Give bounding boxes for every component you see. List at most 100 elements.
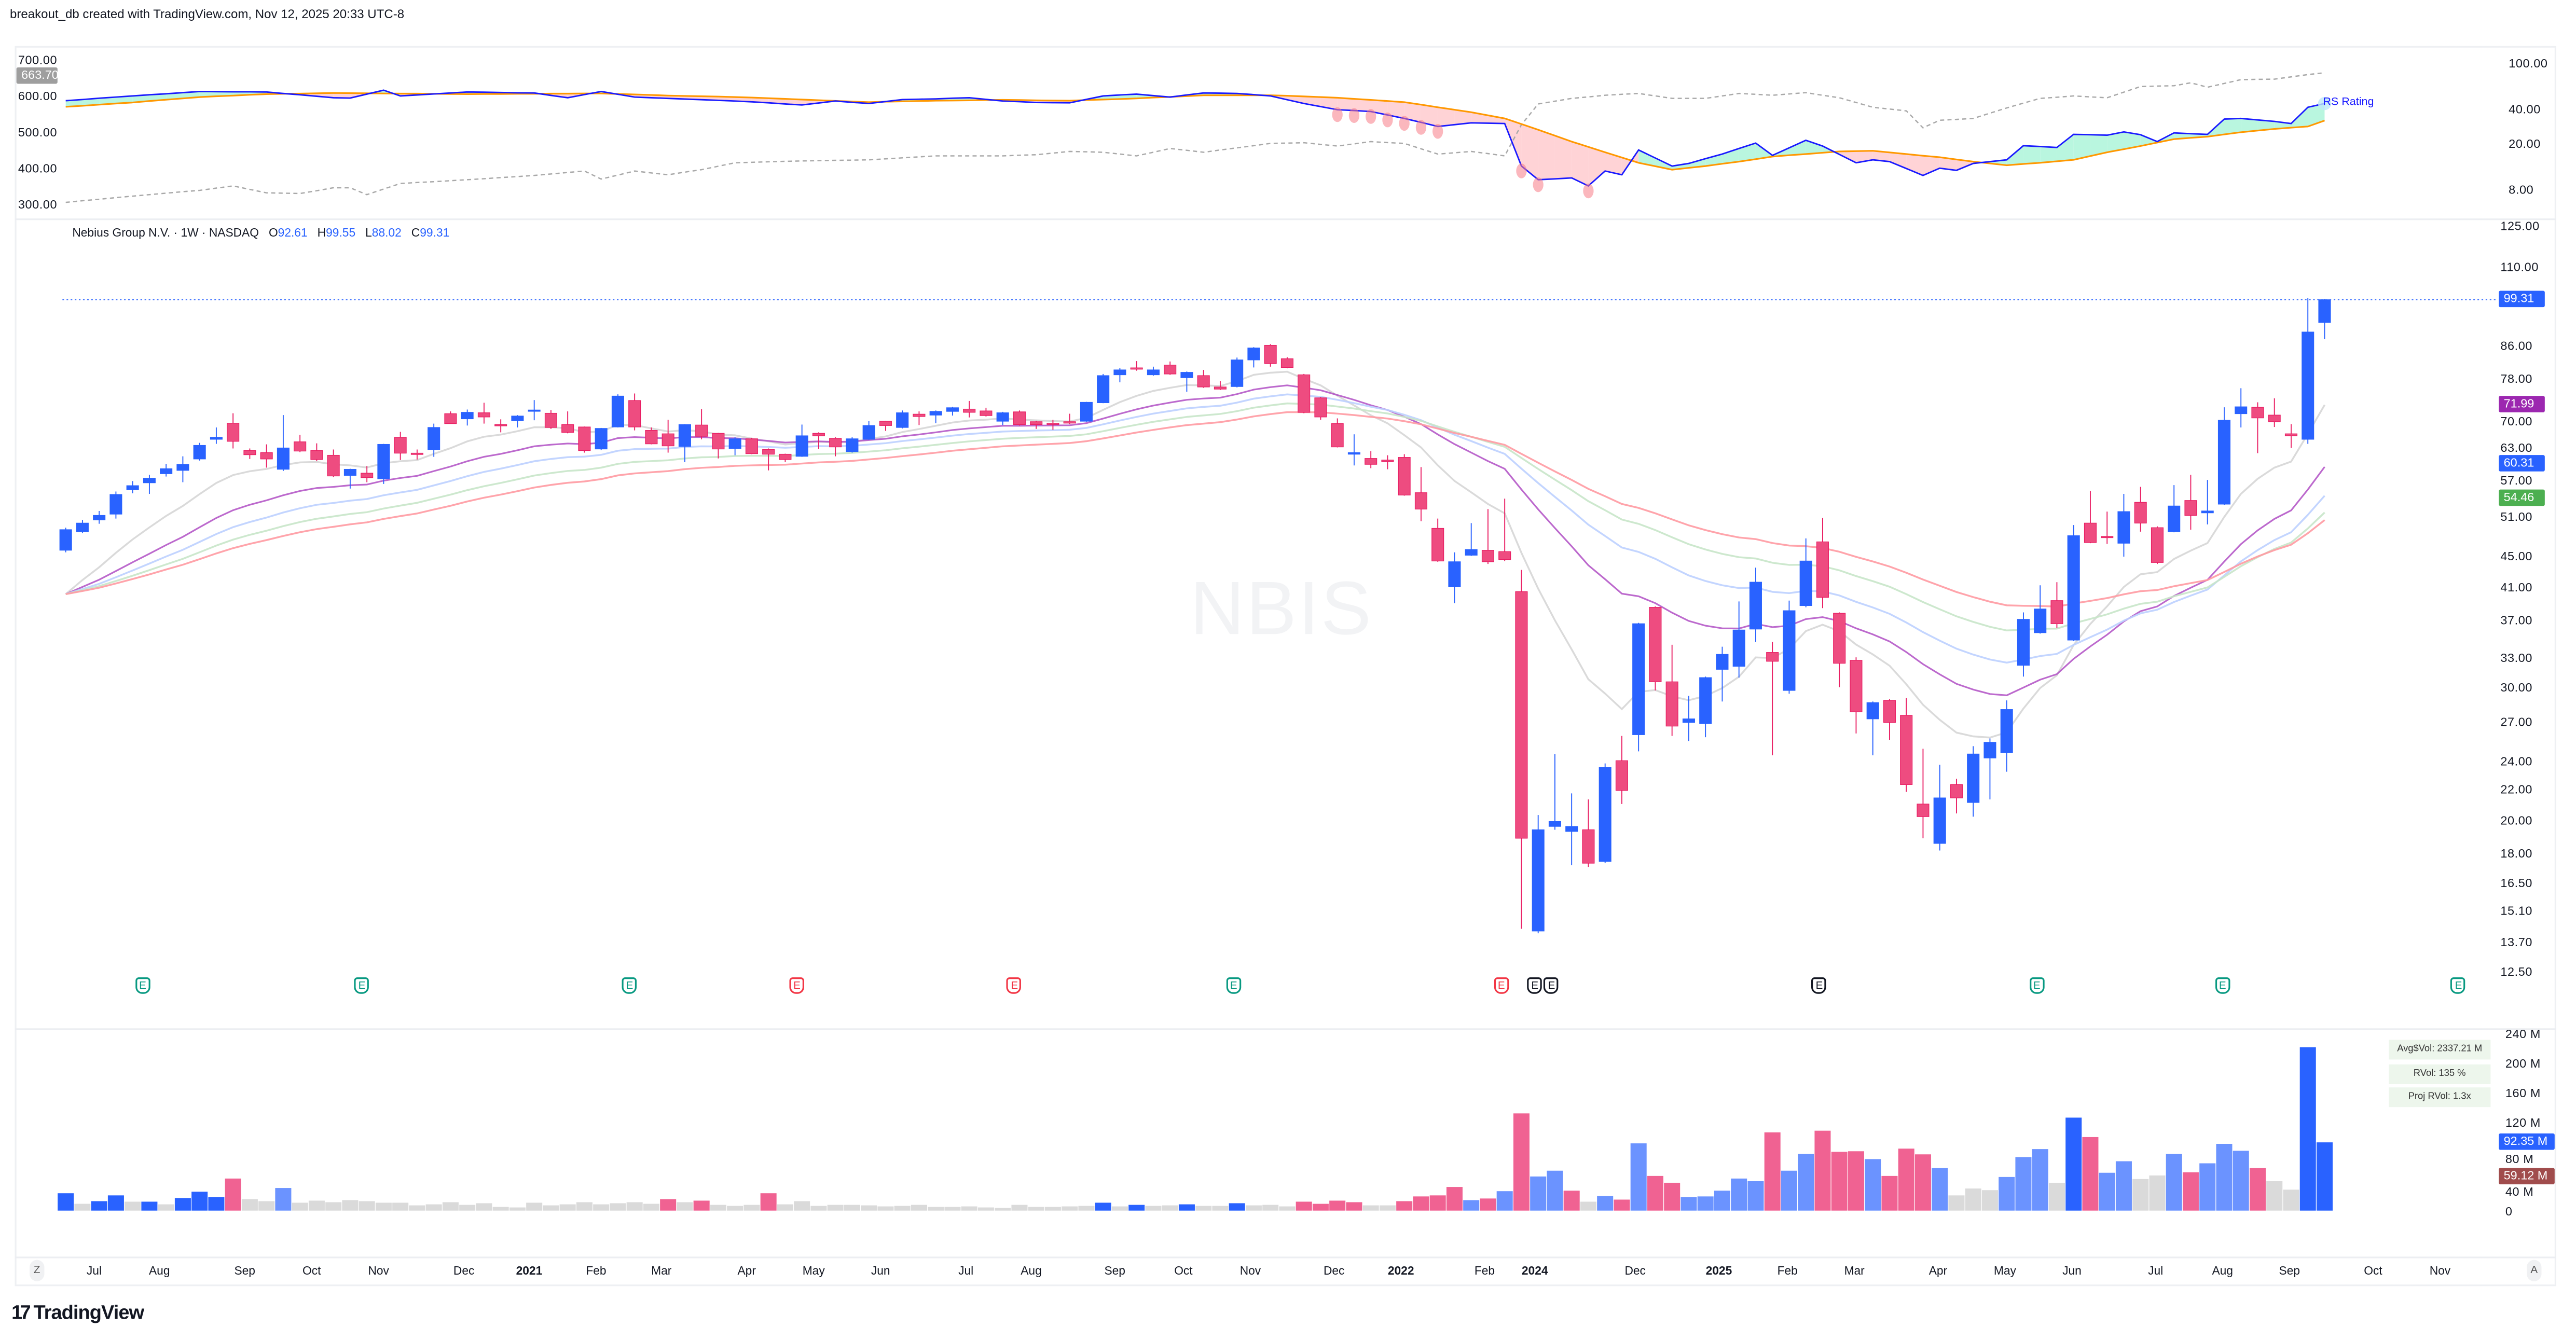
earnings-marker-beat[interactable]: E: [2451, 977, 2466, 994]
rs-right-axis-tick: 100.00: [2509, 55, 2548, 70]
time-axis-zoom-button[interactable]: Z: [29, 1260, 45, 1281]
candle: [494, 419, 507, 433]
candle-body: [1515, 591, 1528, 839]
volume-bar: [1229, 1203, 1245, 1211]
candle-body: [1448, 561, 1461, 587]
earnings-marker-beat[interactable]: E: [2215, 977, 2230, 994]
pane-divider-volume[interactable]: [15, 1028, 2556, 1030]
earnings-marker-miss[interactable]: E: [1494, 977, 1509, 994]
volume-bar: [1062, 1206, 1078, 1211]
time-axis-auto-button[interactable]: A: [2527, 1260, 2542, 1281]
rs-fill-below: [1605, 152, 1622, 175]
candle-body: [611, 395, 624, 427]
volume-bar: [1480, 1198, 1496, 1211]
time-axis-tick: Apr: [1928, 1263, 1948, 1278]
earnings-marker-beat[interactable]: E: [354, 977, 369, 994]
earnings-marker-neutral[interactable]: E: [1527, 977, 1542, 994]
candle-body: [1164, 365, 1177, 375]
candle: [394, 432, 407, 460]
rs-fill-above: [2057, 134, 2074, 161]
volume-bar: [2283, 1190, 2299, 1211]
volume-bar: [660, 1199, 677, 1211]
candle: [1565, 793, 1578, 865]
candle-body: [595, 428, 608, 450]
rs-left-axis-tick: 400.00: [18, 161, 58, 176]
candle-body: [1080, 402, 1093, 422]
time-axis-tick: Oct: [2364, 1263, 2382, 1278]
candle: [846, 437, 859, 453]
time-axis-tick: Dec: [453, 1263, 475, 1278]
earnings-marker-neutral[interactable]: E: [1544, 977, 1559, 994]
volume-bar: [1446, 1187, 1463, 1211]
candle: [428, 423, 440, 457]
rs-fill-above: [2124, 132, 2141, 149]
candle-body: [544, 412, 557, 428]
time-axis-tick: Mar: [651, 1263, 672, 1278]
candle-body: [896, 412, 909, 428]
rs-fill-below: [1538, 129, 1555, 180]
candle-body: [1331, 423, 1344, 448]
candle: [1231, 357, 1244, 388]
candle-body: [1582, 829, 1595, 864]
time-axis-tick: Oct: [1174, 1263, 1193, 1278]
candle-body: [461, 412, 474, 420]
symbol-title[interactable]: Nebius Group N.V. · 1W · NASDAQ: [72, 225, 259, 240]
candle: [260, 444, 273, 468]
time-axis-tick: Jun: [871, 1263, 890, 1278]
candle: [1414, 467, 1427, 521]
candle: [1030, 421, 1043, 429]
rs-fill-below: [1404, 102, 1421, 123]
rs-fill-above: [2241, 118, 2258, 132]
volume-bar: [141, 1201, 158, 1211]
candle: [2151, 526, 2164, 564]
candle: [996, 411, 1009, 425]
candle-body: [1967, 753, 1980, 803]
volume-bar: [743, 1205, 760, 1211]
avg-dollar-volume-box: Avg$Vol: 2337.21 M: [2389, 1040, 2491, 1060]
candle: [745, 437, 758, 454]
volume-bar: [2099, 1172, 2115, 1211]
candle: [1632, 623, 1645, 752]
candle: [1481, 509, 1494, 564]
time-axis-tick: Nov: [368, 1263, 389, 1278]
candle-body: [1013, 411, 1026, 425]
rs-fill-below: [1371, 100, 1388, 115]
earnings-marker-miss[interactable]: E: [1007, 977, 1022, 994]
high-value: 99.55: [326, 225, 356, 240]
volume-bar: [342, 1200, 359, 1211]
rs-fill-below: [1939, 157, 1957, 171]
earnings-marker-beat[interactable]: E: [622, 977, 637, 994]
pane-divider-rs[interactable]: [15, 218, 2556, 220]
earnings-marker-beat[interactable]: E: [135, 977, 150, 994]
time-axis-tick: Apr: [737, 1263, 756, 1278]
earnings-marker-miss[interactable]: E: [789, 977, 805, 994]
candle-body: [779, 453, 792, 460]
price-axis-tick: 57.00: [2500, 473, 2533, 488]
rs-fill-above: [1755, 143, 1773, 159]
rs-fill-above: [116, 95, 133, 104]
tradingview-logo[interactable]: 17 TradingView: [11, 1301, 144, 1324]
volume-bar: [559, 1204, 576, 1211]
candle-body: [2184, 500, 2197, 516]
candle: [528, 400, 541, 421]
time-axis-tick: Nov: [2429, 1263, 2451, 1278]
volume-bar: [1078, 1206, 1095, 1211]
earnings-marker-beat[interactable]: E: [1226, 977, 1241, 994]
rs-moving-average-line: [65, 92, 2325, 171]
rs-new-low-marker: [1382, 112, 1393, 128]
candle-body: [1130, 367, 1143, 370]
candle: [1046, 420, 1059, 430]
earnings-marker-neutral[interactable]: E: [1812, 977, 1827, 994]
candle: [595, 427, 608, 450]
volume-bar: [1898, 1149, 1914, 1211]
rs-rating-label: RS Rating: [2323, 96, 2374, 108]
rs-fill-above: [2257, 120, 2275, 131]
rs-fill-below: [1387, 101, 1404, 119]
volume-bar: [1212, 1206, 1229, 1211]
candle-body: [2217, 420, 2230, 505]
earnings-marker-beat[interactable]: E: [2029, 977, 2044, 994]
candle-body: [260, 452, 273, 460]
volume-bar: [928, 1207, 944, 1211]
